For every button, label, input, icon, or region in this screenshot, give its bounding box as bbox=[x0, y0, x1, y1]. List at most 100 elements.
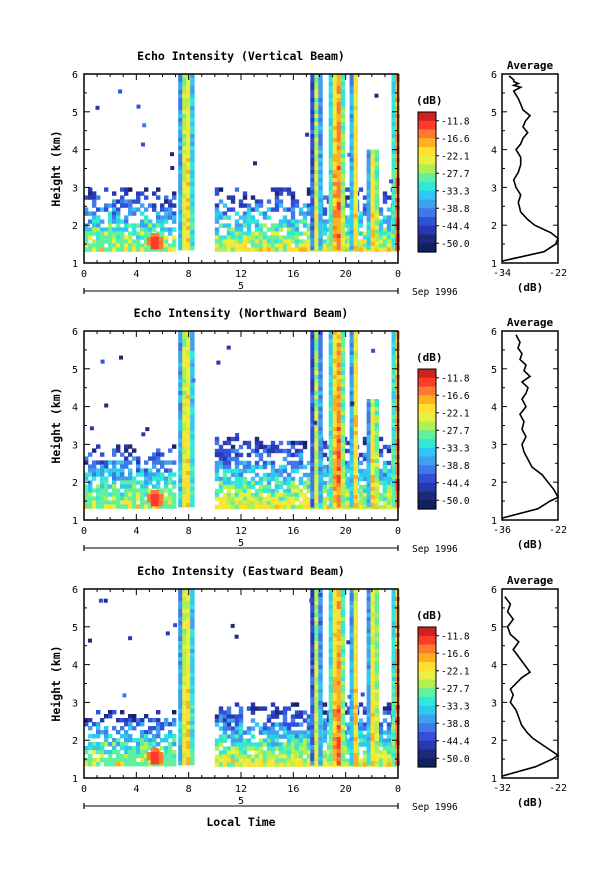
echo-cell bbox=[314, 613, 319, 618]
echo-cell bbox=[182, 609, 187, 614]
echo-cell bbox=[100, 243, 105, 248]
echo-cell bbox=[340, 363, 346, 368]
echo-cell bbox=[128, 247, 133, 252]
echo-cell bbox=[314, 238, 319, 243]
echo-cell bbox=[178, 130, 183, 135]
echo-cell bbox=[391, 206, 396, 211]
echo-cell bbox=[336, 593, 342, 598]
echo-cell bbox=[374, 749, 379, 754]
echo-cell bbox=[128, 762, 133, 767]
echo-cell bbox=[190, 669, 195, 674]
echo-cell bbox=[314, 435, 319, 440]
colorbar-tick-label: -22.1 bbox=[441, 151, 470, 162]
echo-cell bbox=[186, 214, 191, 219]
echo-cell bbox=[190, 729, 195, 734]
echo-cell bbox=[274, 227, 280, 232]
echo-cell bbox=[374, 173, 379, 178]
echo-cell bbox=[120, 480, 125, 485]
echo-cell bbox=[366, 169, 371, 174]
echo-cell bbox=[366, 625, 371, 630]
echo-cell bbox=[349, 613, 354, 618]
echo-cell bbox=[290, 734, 296, 739]
echo-cell bbox=[328, 617, 334, 622]
echo-cell bbox=[332, 621, 338, 626]
echo-cell bbox=[222, 718, 228, 723]
echo-cell bbox=[332, 407, 338, 412]
echo-cell bbox=[328, 633, 334, 638]
average-x-label: (dB) bbox=[517, 538, 544, 551]
echo-cell bbox=[182, 677, 187, 682]
echo-cell bbox=[382, 243, 388, 248]
echo-cell bbox=[349, 146, 354, 151]
echo-cell bbox=[258, 504, 264, 510]
echo-cell bbox=[310, 178, 315, 183]
echo-cell bbox=[374, 451, 379, 456]
echo-cell bbox=[258, 758, 264, 763]
echo-feature-column bbox=[310, 331, 323, 508]
echo-cell bbox=[302, 758, 308, 763]
echo-cell bbox=[294, 227, 300, 232]
echo-cell bbox=[140, 484, 145, 489]
echo-cell bbox=[382, 750, 388, 755]
echo-cell bbox=[314, 150, 319, 155]
echo-cell bbox=[274, 706, 280, 711]
echo-cell bbox=[370, 471, 375, 476]
echo-cell bbox=[353, 343, 358, 348]
echo-cell bbox=[378, 750, 384, 755]
echo-cell bbox=[340, 158, 346, 163]
echo-cell bbox=[96, 488, 101, 493]
echo-cell bbox=[120, 500, 125, 505]
echo-cell bbox=[246, 464, 252, 470]
echo-cell bbox=[310, 459, 315, 464]
echo-cell bbox=[132, 714, 137, 719]
echo-cell bbox=[190, 677, 195, 682]
echo-cell bbox=[370, 741, 375, 746]
echo-cell bbox=[336, 713, 342, 718]
colorbar-frame bbox=[417, 111, 437, 253]
echo-cell bbox=[238, 460, 244, 466]
echo-cell bbox=[314, 757, 319, 762]
echo-cell bbox=[222, 500, 228, 506]
echo-cell bbox=[278, 448, 284, 454]
echo-cell bbox=[362, 243, 368, 248]
echo-cell bbox=[353, 741, 358, 746]
echo-cell bbox=[108, 762, 113, 767]
echo-cell bbox=[84, 496, 89, 501]
echo-cell bbox=[88, 500, 93, 505]
echo-cell bbox=[318, 359, 323, 364]
echo-cell bbox=[314, 86, 319, 91]
echo-cell bbox=[290, 492, 296, 498]
echo-cell bbox=[120, 734, 125, 739]
echo-cell bbox=[382, 730, 388, 735]
echo-cell bbox=[391, 701, 396, 706]
echo-cell bbox=[178, 415, 183, 420]
echo-cell bbox=[302, 504, 308, 510]
echo-cell bbox=[366, 419, 371, 424]
echo-cell bbox=[340, 403, 346, 408]
echo-cell bbox=[336, 186, 342, 191]
echo-cell bbox=[349, 491, 354, 496]
echo-cell bbox=[116, 448, 121, 453]
echo-cell bbox=[332, 102, 338, 107]
echo-cell bbox=[353, 701, 358, 706]
echo-cell bbox=[182, 439, 187, 444]
echo-cell bbox=[186, 242, 191, 247]
echo-cell bbox=[332, 459, 338, 464]
echo-cell bbox=[112, 492, 117, 497]
echo-cell bbox=[186, 114, 191, 119]
echo-cell bbox=[270, 227, 276, 232]
echo-cell bbox=[178, 657, 183, 662]
echo-cell bbox=[186, 122, 191, 127]
echo-cell bbox=[246, 504, 252, 510]
echo-cell bbox=[182, 118, 187, 123]
echo-cell bbox=[156, 223, 161, 228]
echo-cell bbox=[366, 761, 371, 766]
echo-cell bbox=[374, 657, 379, 662]
echo-cell bbox=[374, 213, 379, 218]
echo-cell bbox=[318, 182, 323, 187]
echo-cell bbox=[246, 484, 252, 490]
echo-cell bbox=[374, 443, 379, 448]
echo-cell bbox=[172, 444, 177, 449]
echo-cell bbox=[88, 195, 93, 200]
echo-cell bbox=[366, 423, 371, 428]
